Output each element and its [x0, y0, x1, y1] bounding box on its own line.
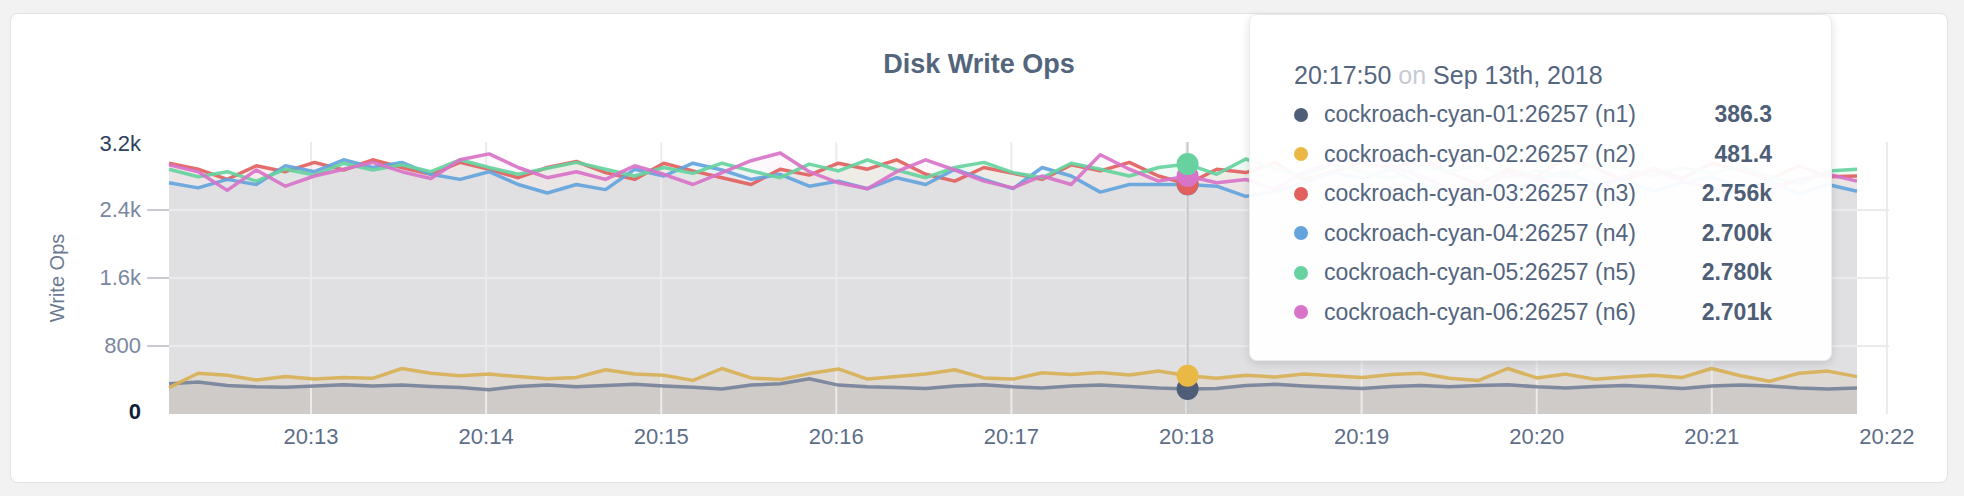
tooltip-series-value: 481.4 [1714, 141, 1772, 168]
x-tick-label: 20:22 [1827, 424, 1947, 450]
x-tick-label: 20:17 [951, 424, 1071, 450]
x-tick-label: 20:13 [251, 424, 371, 450]
x-tick-label: 20:15 [601, 424, 721, 450]
tooltip-series-name: cockroach-cyan-06:26257 (n6) [1324, 299, 1636, 326]
tooltip-series-name: cockroach-cyan-04:26257 (n4) [1324, 220, 1636, 247]
tooltip-row: cockroach-cyan-06:26257 (n6) 2.701k [1294, 293, 1772, 333]
x-tick-label: 20:20 [1477, 424, 1597, 450]
hover-tooltip: 20:17:50 on Sep 13th, 2018 cockroach-cya… [1249, 14, 1832, 361]
tooltip-series-name: cockroach-cyan-02:26257 (n2) [1324, 141, 1636, 168]
tooltip-row: cockroach-cyan-03:26257 (n3) 2.756k [1294, 174, 1772, 214]
x-tick-label: 20:18 [1127, 424, 1247, 450]
tooltip-series-value: 2.780k [1702, 259, 1772, 286]
x-tick-label: 20:16 [776, 424, 896, 450]
series-color-dot [1294, 305, 1308, 319]
tooltip-timestamp: 20:17:50 on Sep 13th, 2018 [1294, 55, 1772, 95]
hover-dot-2 [1177, 365, 1199, 387]
series-color-dot [1294, 266, 1308, 280]
y-tick-label: 2.4k [11, 196, 141, 224]
series-color-dot [1294, 147, 1308, 161]
tooltip-row: cockroach-cyan-01:26257 (n1) 386.3 [1294, 95, 1772, 135]
tooltip-row: cockroach-cyan-05:26257 (n5) 2.780k [1294, 253, 1772, 293]
tooltip-series-value: 2.700k [1702, 220, 1772, 247]
page: { "chart_data": { "type": "line", "title… [0, 0, 1964, 496]
tooltip-legend: cockroach-cyan-01:26257 (n1)386.3cockroa… [1294, 95, 1772, 332]
y-tick-label: 1.6k [11, 264, 141, 292]
y-tick-label: 3.2k [11, 130, 141, 158]
tooltip-row: cockroach-cyan-02:26257 (n2) 481.4 [1294, 135, 1772, 175]
series-color-dot [1294, 187, 1308, 201]
series-color-dot [1294, 226, 1308, 240]
x-tick-label: 20:21 [1652, 424, 1772, 450]
tooltip-series-name: cockroach-cyan-03:26257 (n3) [1324, 180, 1636, 207]
series-color-dot [1294, 108, 1308, 122]
x-tick-label: 20:14 [426, 424, 546, 450]
x-tick-label: 20:19 [1302, 424, 1422, 450]
tooltip-series-value: 2.756k [1702, 180, 1772, 207]
tooltip-series-name: cockroach-cyan-05:26257 (n5) [1324, 259, 1636, 286]
y-tick-label: 800 [11, 332, 141, 360]
tooltip-series-value: 386.3 [1714, 101, 1772, 128]
chart-card: Disk Write Ops Write Ops 08001.6k2.4k3.2… [10, 13, 1948, 483]
tooltip-series-name: cockroach-cyan-01:26257 (n1) [1324, 101, 1636, 128]
hover-dot-5 [1177, 153, 1199, 175]
y-tick-label: 0 [11, 398, 141, 426]
tooltip-series-value: 2.701k [1702, 299, 1772, 326]
tooltip-row: cockroach-cyan-04:26257 (n4) 2.700k [1294, 214, 1772, 254]
